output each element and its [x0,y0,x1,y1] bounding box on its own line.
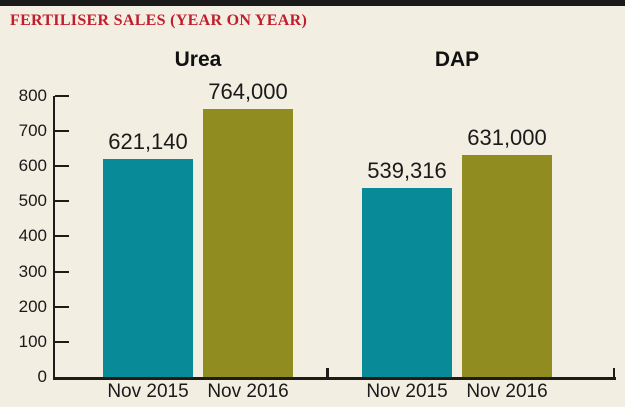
bar-dap-nov-2015 [362,188,452,377]
bar-urea-nov-2016 [203,109,293,377]
y-tick-label-800: 800 [18,86,47,105]
x-axis-line [53,377,616,380]
group-title-urea: Urea [174,48,222,71]
x-axis-endcap [613,368,615,377]
bar-dap-nov-2016 [462,155,552,377]
group-title-dap: DAP [434,48,480,71]
y-axis-tick-600 [55,165,69,167]
value-label-dap-0: 539,316 [367,158,447,183]
y-axis-tick-800 [55,95,69,97]
y-axis-tick-700 [55,130,69,132]
y-tick-label-600: 600 [18,156,47,175]
y-axis-tick-300 [55,271,69,273]
y-axis-line [53,96,55,377]
y-tick-label-200: 200 [18,297,47,316]
y-tick-label-100: 100 [18,332,47,351]
y-axis-tick-400 [55,235,69,237]
y-tick-label-300: 300 [18,262,47,281]
y-tick-label-0: 0 [37,367,47,386]
y-axis-tick-100 [55,341,69,343]
x-tick-label-urea-1: Nov 2016 [207,381,289,402]
value-label-urea-0: 621,140 [108,129,188,154]
value-label-urea-1: 764,000 [208,79,288,104]
y-tick-label-700: 700 [18,121,47,140]
y-axis-tick-500 [55,200,69,202]
x-tick-label-dap-0: Nov 2015 [366,381,448,402]
x-tick-label-urea-0: Nov 2015 [107,381,189,402]
y-axis-tick-200 [55,306,69,308]
y-tick-label-500: 500 [18,191,47,210]
top-border-rule [0,0,625,6]
group-divider-tick [326,368,329,377]
y-tick-label-400: 400 [18,226,47,245]
chart-title: FERTILISER SALES (YEAR ON YEAR) [10,12,308,29]
x-tick-label-dap-1: Nov 2016 [466,381,548,402]
value-label-dap-1: 631,000 [467,125,547,150]
bar-urea-nov-2015 [103,159,193,377]
